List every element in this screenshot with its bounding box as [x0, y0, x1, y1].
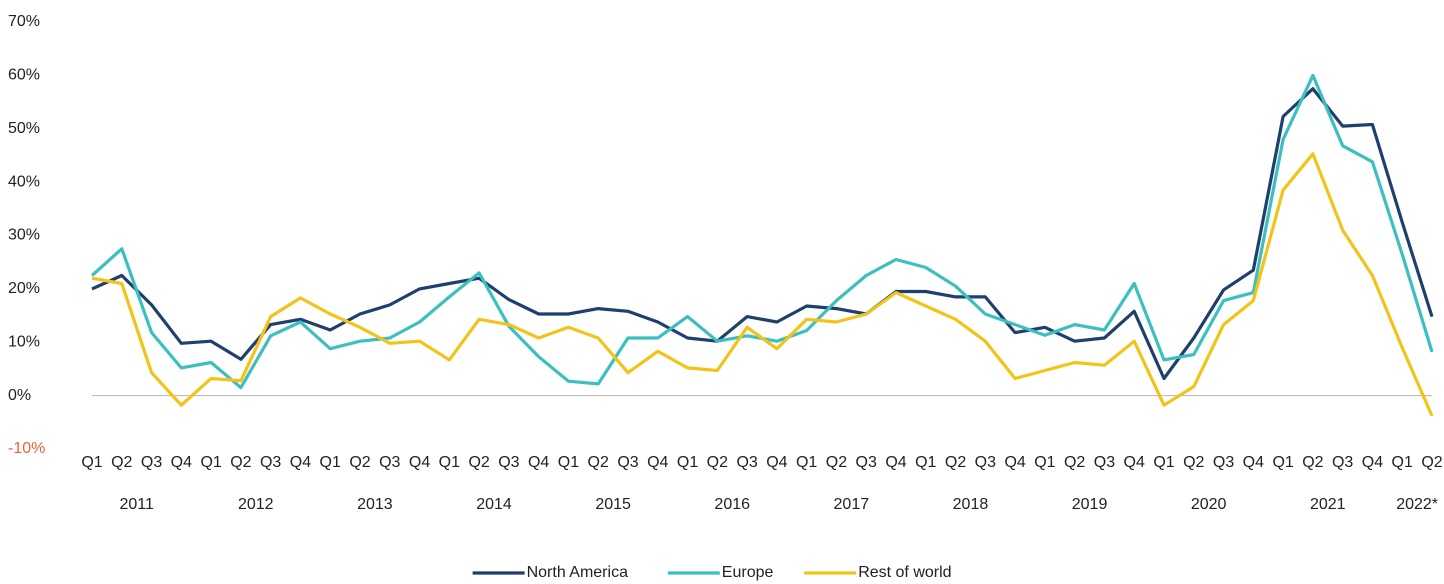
- x-tick-label: Q1: [200, 454, 221, 471]
- x-tick-label: Q4: [409, 454, 430, 471]
- x-tick-label: Q3: [736, 454, 757, 471]
- x-tick-label: Q2: [111, 454, 132, 471]
- x-tick-label: Q2: [1421, 454, 1442, 471]
- x-tick-label: Q3: [498, 454, 519, 471]
- year-label: 2017: [834, 496, 870, 513]
- x-tick-label: Q1: [1153, 454, 1174, 471]
- x-tick-label: Q4: [171, 454, 192, 471]
- y-tick-label: 60%: [8, 67, 40, 84]
- x-tick-label: Q4: [290, 454, 311, 471]
- x-tick-label: Q1: [796, 454, 817, 471]
- year-label: 2012: [238, 496, 274, 513]
- x-tick-label: Q2: [1064, 454, 1085, 471]
- y-tick-label: 20%: [8, 280, 40, 297]
- y-tick-label: 50%: [8, 120, 40, 137]
- year-label: 2018: [953, 496, 989, 513]
- x-tick-label: Q2: [945, 454, 966, 471]
- series-line: [91, 87, 1434, 381]
- x-tick-label: Q2: [707, 454, 728, 471]
- x-tick-label: Q2: [349, 454, 370, 471]
- year-label: 2011: [119, 496, 154, 513]
- x-tick-label: Q2: [1302, 454, 1323, 471]
- x-tick-label: Q4: [766, 454, 787, 471]
- x-tick-label: Q2: [588, 454, 609, 471]
- year-label: 2016: [714, 496, 750, 513]
- y-tick-label: -10%: [8, 440, 45, 457]
- x-tick-label: Q4: [1004, 454, 1025, 471]
- x-tick-label: Q3: [260, 454, 281, 471]
- x-tick-label: Q2: [1183, 454, 1204, 471]
- x-tick-label: Q3: [1213, 454, 1234, 471]
- year-label: 2013: [357, 496, 393, 513]
- x-tick-label: Q4: [647, 454, 668, 471]
- x-tick-label: Q1: [677, 454, 698, 471]
- x-tick-label: Q1: [1392, 454, 1413, 471]
- x-tick-label: Q2: [826, 454, 847, 471]
- x-tick-label: Q4: [528, 454, 549, 471]
- x-tick-label: Q3: [856, 454, 877, 471]
- x-tick-label: Q4: [1124, 454, 1145, 471]
- year-label: 2022*: [1396, 496, 1438, 513]
- legend-label: Rest of world: [858, 564, 951, 581]
- x-tick-label: Q2: [230, 454, 251, 471]
- x-tick-label: Q3: [617, 454, 638, 471]
- x-tick-label: Q3: [975, 454, 996, 471]
- x-tick-label: Q3: [1332, 454, 1353, 471]
- year-label: 2019: [1072, 496, 1108, 513]
- year-label: 2014: [476, 496, 512, 513]
- year-label: 2015: [595, 496, 631, 513]
- series-line: [90, 73, 1434, 390]
- legend-label: North America: [527, 564, 628, 581]
- x-tick-label: Q1: [1272, 454, 1293, 471]
- x-tick-label: Q4: [1362, 454, 1383, 471]
- y-tick-label: 30%: [8, 227, 40, 244]
- legend-label: Europe: [722, 564, 774, 581]
- x-tick-label: Q3: [379, 454, 400, 471]
- x-tick-label: Q1: [915, 454, 936, 471]
- x-tick-label: Q3: [1094, 454, 1115, 471]
- x-tick-label: Q1: [320, 454, 341, 471]
- series-line: [91, 152, 1434, 417]
- year-label: 2021: [1310, 496, 1346, 513]
- x-tick-label: Q1: [81, 454, 102, 471]
- year-label: 2020: [1191, 496, 1227, 513]
- x-tick-label: Q1: [439, 454, 460, 471]
- y-tick-label: 10%: [8, 333, 40, 350]
- x-tick-label: Q1: [1034, 454, 1055, 471]
- y-tick-label: 40%: [8, 173, 40, 190]
- x-tick-label: Q3: [141, 454, 162, 471]
- x-tick-label: Q2: [468, 454, 489, 471]
- x-tick-label: Q1: [558, 454, 579, 471]
- x-tick-label: Q4: [885, 454, 906, 471]
- y-tick-label: 70%: [8, 13, 40, 30]
- y-tick-label: 0%: [8, 387, 31, 404]
- x-tick-label: Q4: [1243, 454, 1264, 471]
